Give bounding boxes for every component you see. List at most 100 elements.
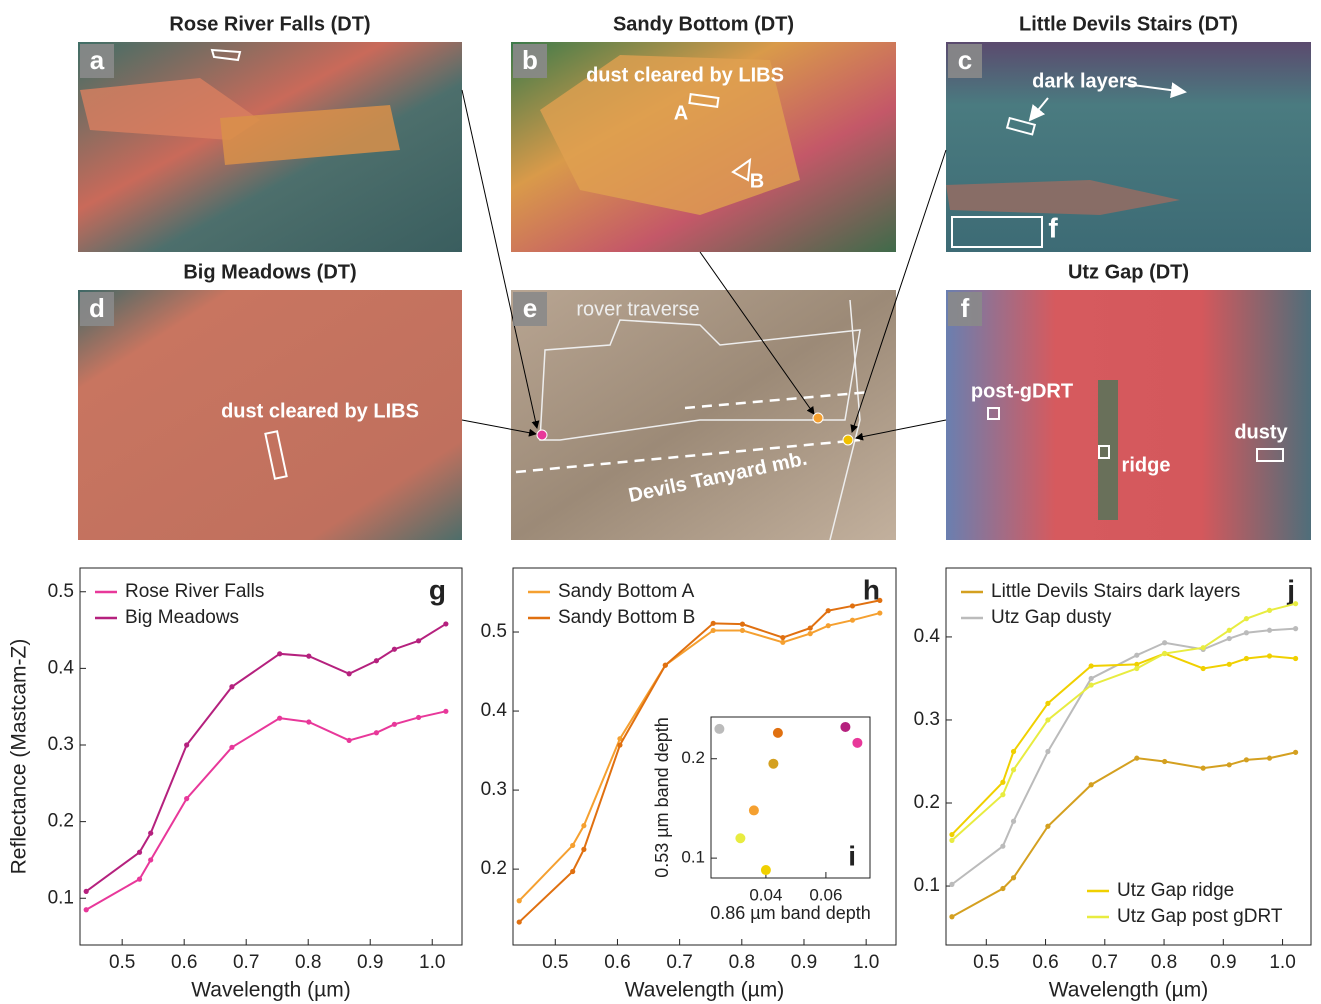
data-point <box>849 603 856 609</box>
data-point <box>1266 755 1273 761</box>
x-tick-label: 0.5 <box>973 952 999 973</box>
data-point <box>780 634 786 641</box>
data-point <box>1088 675 1094 682</box>
x-axis-label: Wavelength (µm) <box>625 979 785 1002</box>
y-tick-label: 0.2 <box>481 858 507 879</box>
data-point <box>1226 661 1232 667</box>
y-tick-label: 0.2 <box>48 811 74 832</box>
roi <box>731 157 752 182</box>
connector <box>461 89 540 429</box>
scatter-point <box>748 805 759 816</box>
panel-letter: c <box>958 45 972 75</box>
x-tick-label: 0.8 <box>295 952 321 973</box>
data-point <box>516 919 522 925</box>
x-axis-label: 0.86 µm band depth <box>710 903 871 923</box>
data-point <box>1266 607 1273 613</box>
plot-frame <box>710 716 871 879</box>
data-point <box>1292 749 1299 755</box>
roi <box>1098 445 1110 459</box>
legend-label: Big Meadows <box>125 607 239 628</box>
data-point <box>807 630 813 637</box>
traverse <box>829 299 861 541</box>
site-dot <box>812 412 824 424</box>
data-point <box>1243 616 1250 622</box>
x-tick-label: 1.0 <box>1269 952 1295 973</box>
data-point <box>1200 765 1206 771</box>
series-line <box>951 602 1296 842</box>
data-point <box>949 914 955 920</box>
y-tick-label: 0.1 <box>914 875 940 896</box>
data-point <box>1162 650 1168 657</box>
data-point <box>710 627 716 634</box>
data-point <box>184 796 190 802</box>
y-tick-label: 0.1 <box>48 887 74 908</box>
data-point <box>391 646 398 652</box>
data-point <box>391 721 398 727</box>
panel-badge <box>513 44 547 78</box>
data-point <box>148 857 154 863</box>
data-point <box>136 849 143 855</box>
data-point <box>617 736 623 742</box>
data-point <box>1292 601 1299 607</box>
data-point <box>739 627 746 634</box>
data-point <box>415 714 422 721</box>
panel-letter: d <box>89 293 105 323</box>
rock <box>220 105 400 165</box>
data-point <box>1266 627 1273 633</box>
data-point <box>949 881 955 887</box>
annotation: post-gDRT <box>971 380 1073 402</box>
data-point <box>1045 717 1051 723</box>
data-point <box>949 831 955 838</box>
data-point <box>1010 875 1017 881</box>
y-axis-label: Reflectance (Mastcam-Z) <box>8 639 31 875</box>
connector <box>850 149 947 433</box>
panel-letter: j <box>1286 574 1295 605</box>
y-tick-label: 0.5 <box>481 621 507 642</box>
data-point <box>1292 655 1299 662</box>
plot-frame <box>945 567 1312 946</box>
y-tick-label: 0.4 <box>914 626 941 647</box>
data-point <box>662 662 668 668</box>
y-axis-label: 0.53 µm band depth <box>652 717 672 878</box>
data-point <box>1134 652 1140 658</box>
image-panels <box>78 42 1311 541</box>
scatter-point <box>840 721 851 732</box>
connector <box>699 251 815 415</box>
panel-badge <box>80 44 114 78</box>
plot-frame <box>79 567 463 946</box>
data-point <box>1045 700 1051 706</box>
x-tick-label: 0.5 <box>542 952 568 973</box>
roi <box>1005 116 1037 136</box>
rock <box>80 78 260 140</box>
data-point <box>184 742 190 748</box>
data-point <box>877 597 883 604</box>
annotation: dust cleared by LIBS <box>221 400 419 422</box>
y-tick-label: 0.3 <box>481 779 507 800</box>
data-point <box>825 608 831 614</box>
data-point <box>306 653 312 659</box>
legend-label: Little Devils Stairs dark layers <box>991 581 1240 602</box>
data-point <box>1243 757 1250 763</box>
series-line <box>85 623 447 893</box>
data-point <box>1000 885 1006 892</box>
y-tick-label: 0.2 <box>681 748 705 767</box>
annotation: dark layers <box>1032 70 1138 92</box>
data-point <box>346 737 352 744</box>
panel-letter: i <box>848 840 856 871</box>
data-point <box>849 617 856 623</box>
data-point <box>1000 792 1006 798</box>
x-tick-label: 0.8 <box>1151 952 1177 973</box>
data-point <box>1226 635 1232 642</box>
data-point <box>1010 818 1017 824</box>
roi <box>987 407 1000 420</box>
data-point <box>136 876 143 882</box>
data-point <box>277 715 283 721</box>
arrow <box>1124 82 1187 99</box>
data-point <box>1134 665 1140 672</box>
legend-label: Utz Gap dusty <box>991 607 1112 628</box>
x-tick-label: 0.6 <box>604 952 630 973</box>
scatter-point <box>714 723 725 734</box>
y-tick-label: 0.1 <box>681 848 705 867</box>
panel-title: Rose River Falls (DT) <box>169 13 370 35</box>
x-tick-label: 1.0 <box>419 952 445 973</box>
